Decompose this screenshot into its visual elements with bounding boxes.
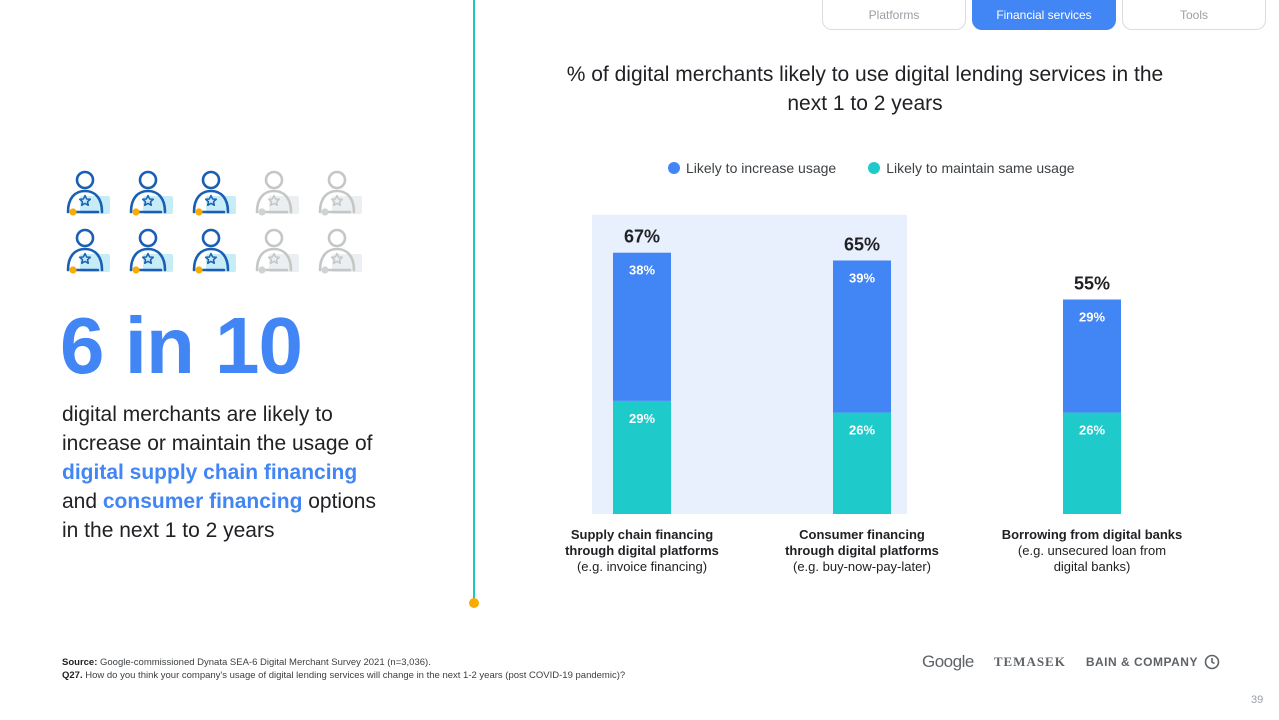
bar-value-label: 39%: [849, 271, 875, 286]
bar-segment: [833, 260, 891, 413]
question-text: How do you think your company's usage of…: [82, 670, 626, 681]
google-logo: Google: [922, 652, 974, 671]
legend-item-maintain: Likely to maintain same usage: [868, 160, 1075, 176]
tab-financial-services[interactable]: Financial services: [972, 0, 1116, 30]
source-line: Source: Google-commissioned Dynata SEA-6…: [62, 656, 625, 669]
bar-value-label: 26%: [1079, 423, 1105, 438]
category-label: through digital platforms: [565, 543, 719, 558]
bain-clock-icon: [1204, 654, 1220, 670]
desc-highlight-supply-chain: digital supply chain financing: [62, 461, 358, 484]
desc-text-1: digital merchants are likely to increase…: [62, 403, 373, 455]
legend-swatch-increase: [668, 162, 680, 174]
legend-label-maintain: Likely to maintain same usage: [886, 160, 1075, 176]
bar-value-label: 29%: [1079, 310, 1105, 325]
category-label: Borrowing from digital banks: [1002, 527, 1183, 542]
category-label: (e.g. buy-now-pay-later): [793, 559, 931, 574]
bar-segment: [1063, 412, 1121, 514]
tab-tools[interactable]: Tools: [1122, 0, 1266, 30]
desc-text-2: and: [62, 490, 103, 513]
page-number: 39: [1251, 694, 1264, 706]
headline-description: digital merchants are likely to increase…: [62, 400, 382, 545]
person-icon-highlighted: [192, 228, 236, 274]
merchant-icon-grid: [60, 168, 364, 284]
bain-logo: BAIN & COMPANY: [1086, 654, 1220, 670]
person-icon-inactive: [318, 228, 362, 274]
desc-text-3: options in the next 1 to 2 years: [62, 490, 376, 542]
person-icon-highlighted: [129, 228, 173, 274]
temasek-logo: TEMASEK: [993, 654, 1066, 669]
section-divider: [473, 0, 475, 600]
tab-platforms[interactable]: Platforms: [822, 0, 966, 30]
legend-swatch-maintain: [868, 162, 881, 174]
source-text: Google-commissioned Dynata SEA-6 Digital…: [97, 657, 431, 668]
person-icon-highlighted: [129, 170, 173, 216]
question-label: Q27.: [62, 670, 83, 681]
bar-total-label: 55%: [1074, 274, 1110, 294]
bar-segment: [833, 412, 891, 514]
legend-label-increase: Likely to increase usage: [686, 160, 837, 176]
bar-segment: [1063, 299, 1121, 413]
legend-item-increase: Likely to increase usage: [668, 160, 836, 176]
question-line: Q27. How do you think your company's usa…: [62, 669, 625, 682]
person-icon-inactive: [255, 228, 299, 274]
person-icon-inactive: [318, 170, 362, 216]
bar-value-label: 38%: [629, 263, 655, 278]
divider-dot: [469, 598, 479, 608]
desc-highlight-consumer: consumer financing: [102, 490, 303, 513]
person-icon-highlighted: [192, 170, 236, 216]
category-label: Consumer financing: [799, 527, 925, 542]
bar-segment: [613, 252, 671, 401]
category-label: digital banks): [1054, 559, 1131, 574]
source-label: Source:: [62, 657, 98, 668]
top-tabs: Platforms Financial services Tools: [822, 0, 1266, 30]
bar-segment: [613, 400, 671, 514]
chart-legend: Likely to increase usage Likely to maint…: [668, 160, 1075, 176]
person-icon-highlighted: [66, 228, 110, 274]
bar-value-label: 26%: [849, 423, 875, 438]
person-icon-highlighted: [66, 170, 110, 216]
bain-logo-text: BAIN & COMPANY: [1085, 655, 1198, 669]
category-label: (e.g. unsecured loan from: [1018, 543, 1166, 558]
bar-total-label: 67%: [624, 227, 660, 247]
partner-logos: Google TEMASEK BAIN & COMPANY: [922, 652, 1220, 672]
person-icon-inactive: [255, 170, 299, 216]
footer-source: Source: Google-commissioned Dynata SEA-6…: [62, 656, 625, 682]
category-label: Supply chain financing: [571, 527, 713, 542]
chart-title: % of digital merchants likely to use dig…: [566, 63, 1164, 115]
category-label: through digital platforms: [785, 543, 939, 558]
bar-total-label: 65%: [844, 235, 880, 255]
headline-stat: 6 in 10: [60, 301, 303, 390]
category-label: (e.g. invoice financing): [577, 559, 707, 574]
bar-value-label: 29%: [629, 411, 655, 426]
